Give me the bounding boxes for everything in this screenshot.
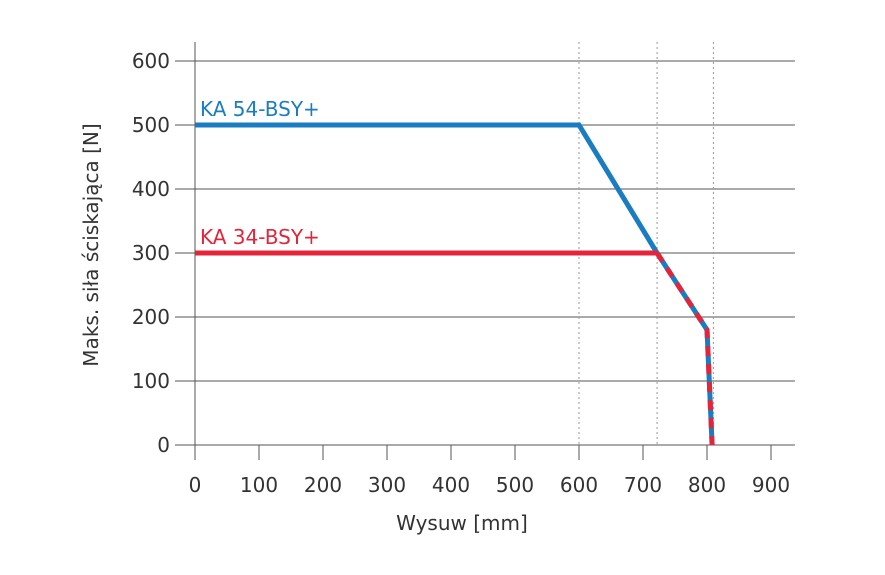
x-tick-label: 200	[304, 473, 342, 497]
x-tick-label: 400	[432, 473, 470, 497]
y-axis-title: Maks. siła ściskająca [N]	[79, 123, 103, 366]
y-tick-label: 500	[132, 113, 170, 137]
x-tick-label: 600	[560, 473, 598, 497]
x-tick-label: 900	[752, 473, 790, 497]
series-label: KA 54-BSY+	[200, 97, 320, 121]
x-tick-label: 100	[240, 473, 278, 497]
x-tick-label: 0	[189, 473, 202, 497]
x-axis-title: Wysuw [mm]	[396, 511, 528, 535]
x-tick-label: 500	[496, 473, 534, 497]
series-line-ka-54-bsy	[195, 122, 715, 446]
y-tick-label: 0	[157, 433, 170, 457]
x-tick-label: 800	[688, 473, 726, 497]
y-tick-label: 400	[132, 177, 170, 201]
y-tick-label: 100	[132, 369, 170, 393]
x-tick-label: 300	[368, 473, 406, 497]
y-tick-label: 300	[132, 241, 170, 265]
series-line-ka-34-bsy-dashed	[654, 251, 715, 446]
y-tick-label: 600	[132, 49, 170, 73]
x-tick-label: 700	[624, 473, 662, 497]
y-tick-label: 200	[132, 305, 170, 329]
series-label: KA 34-BSY+	[200, 225, 320, 249]
